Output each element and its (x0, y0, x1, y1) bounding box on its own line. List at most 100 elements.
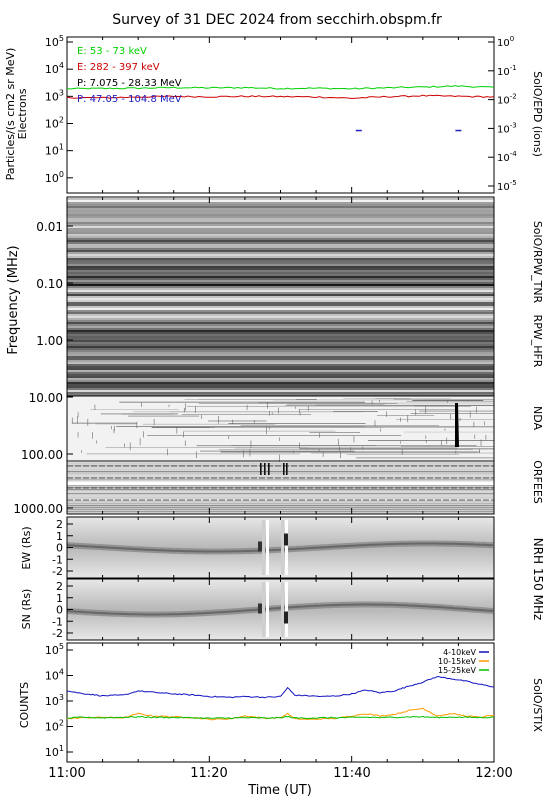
epd-series-line-0 (66, 85, 495, 90)
tnr-hfr-band-row (67, 210, 494, 212)
tnr-hfr-band-row (67, 360, 494, 362)
tnr-hfr-band-row (67, 286, 494, 288)
radio-tick-label: 0.10 (36, 277, 63, 291)
nrh-ew-stripe (266, 520, 269, 575)
stix-series-line-0 (66, 676, 495, 699)
stix-tick-label: 102 (45, 719, 64, 734)
tnr-hfr-band-row (67, 214, 494, 216)
stix-series-line-2 (66, 715, 495, 720)
nda-burst-mark (455, 403, 459, 447)
tnr-hfr-band-row (67, 238, 494, 240)
tnr-hfr-band-row (67, 356, 494, 358)
tnr-hfr-band-row (67, 294, 494, 296)
orfees-row (67, 509, 494, 511)
tnr-hfr-band-row (67, 382, 494, 384)
orfees-row (67, 495, 494, 497)
tnr-hfr-band-row (67, 220, 494, 222)
stix-tick-label: 103 (45, 693, 64, 708)
orfees-row (67, 485, 494, 487)
stix-tick-label: 105 (45, 642, 64, 657)
epd-left-tick-label: 102 (45, 115, 64, 130)
tnr-hfr-band-row (67, 354, 494, 356)
epd-right-tick-label: 10-2 (497, 93, 517, 107)
tnr-hfr-band-row (67, 248, 494, 250)
tnr-hfr-band-row (67, 318, 494, 320)
tnr-hfr-band-row (67, 350, 494, 352)
nrh-sn-stripe (262, 582, 265, 637)
tnr-hfr-band-row (67, 208, 494, 210)
tnr-hfr-band-row (67, 298, 494, 300)
tnr-hfr-band-row (67, 300, 494, 302)
tnr-hfr-band-row (67, 364, 494, 366)
tnr-hfr-band-row (67, 202, 494, 204)
tnr-hfr-band-row (67, 252, 494, 254)
nrh-ew-core (66, 542, 494, 553)
orfees-row (67, 469, 494, 471)
tnr-hfr-band-row (67, 222, 494, 224)
nrh-ew-stripe (281, 520, 284, 575)
orfees-row (67, 473, 494, 475)
x-tick-label-1120: 11:20 (190, 766, 227, 781)
nrh-sn-tick-label: 0 (56, 604, 63, 617)
tnr-hfr-band-row (67, 302, 494, 304)
nrh-ew-source (258, 541, 262, 552)
epd-left-tick-label: 105 (45, 34, 64, 49)
nrh-right-label: NRH 150 MHz (531, 538, 545, 621)
tnr-hfr-band-row (67, 334, 494, 336)
orfees-row (67, 475, 494, 477)
tnr-hfr-band-row (67, 260, 494, 262)
radio-tick-label: 10.00 (29, 391, 63, 405)
tnr-hfr-band-row (67, 342, 494, 344)
tnr-hfr-band-row (67, 254, 494, 256)
radio-label-tnr: SolO/RPW_TNR (531, 221, 544, 304)
x-tick-label-1200: 12:00 (475, 766, 512, 781)
orfees-burst (260, 463, 262, 475)
tnr-hfr-band-row (67, 336, 494, 338)
epd-right-tick-label: 10-3 (497, 121, 517, 135)
tnr-hfr-band-row (67, 368, 494, 370)
stix-right-label: SoIO/STIX (531, 678, 544, 732)
stix-tick-label: 101 (45, 744, 64, 759)
orfees-row (67, 471, 494, 473)
orfees-burst (283, 463, 285, 475)
nrh-sn-core (66, 603, 494, 616)
tnr-hfr-band-row (67, 274, 494, 276)
tnr-hfr-band-row (67, 312, 494, 314)
tnr-hfr-band-row (67, 206, 494, 208)
tnr-hfr-band-row (67, 204, 494, 206)
nrh-ew-tick-label: 2 (56, 518, 63, 531)
tnr-hfr-band-row (67, 328, 494, 330)
epd-left-tick-label: 100 (45, 170, 64, 185)
tnr-hfr-band-row (67, 268, 494, 270)
tnr-hfr-band-row (67, 326, 494, 328)
radio-tick-label: 1.00 (36, 334, 63, 348)
stix-ylabel: COUNTS (18, 682, 31, 728)
tnr-hfr-band-row (67, 352, 494, 354)
orfees-row (67, 505, 494, 507)
tnr-hfr-band-row (67, 258, 494, 260)
stix-tick-label: 104 (45, 668, 64, 683)
epd-series-line-1 (66, 94, 495, 100)
tnr-hfr-band-row (67, 212, 494, 214)
nrh-sn-label: SN (Rs) (20, 589, 33, 630)
epd-right-tick-label: 10-1 (497, 64, 517, 78)
nrh-sn-stripe (281, 582, 284, 637)
tnr-hfr-band-row (67, 234, 494, 236)
tnr-hfr-band-row (67, 244, 494, 246)
tnr-hfr-band-row (67, 282, 494, 284)
tnr-hfr-band-row (67, 290, 494, 292)
orfees-row (67, 493, 494, 495)
tnr-hfr-band-row (67, 288, 494, 290)
tnr-hfr-band-row (67, 374, 494, 376)
tnr-hfr-band-row (67, 394, 494, 396)
epd-legend-entry: E: 53 - 73 keV (77, 46, 147, 57)
orfees-row (67, 481, 494, 483)
stix-legend-label: 10-15keV (438, 657, 477, 666)
tnr-hfr-band-row (67, 262, 494, 264)
tnr-hfr-band-row (67, 390, 494, 392)
radio-tick-label: 0.01 (36, 220, 63, 234)
epd-right-tick-label: 10-5 (497, 179, 517, 193)
orfees-gap (67, 482, 494, 485)
tnr-hfr-band-row (67, 344, 494, 346)
